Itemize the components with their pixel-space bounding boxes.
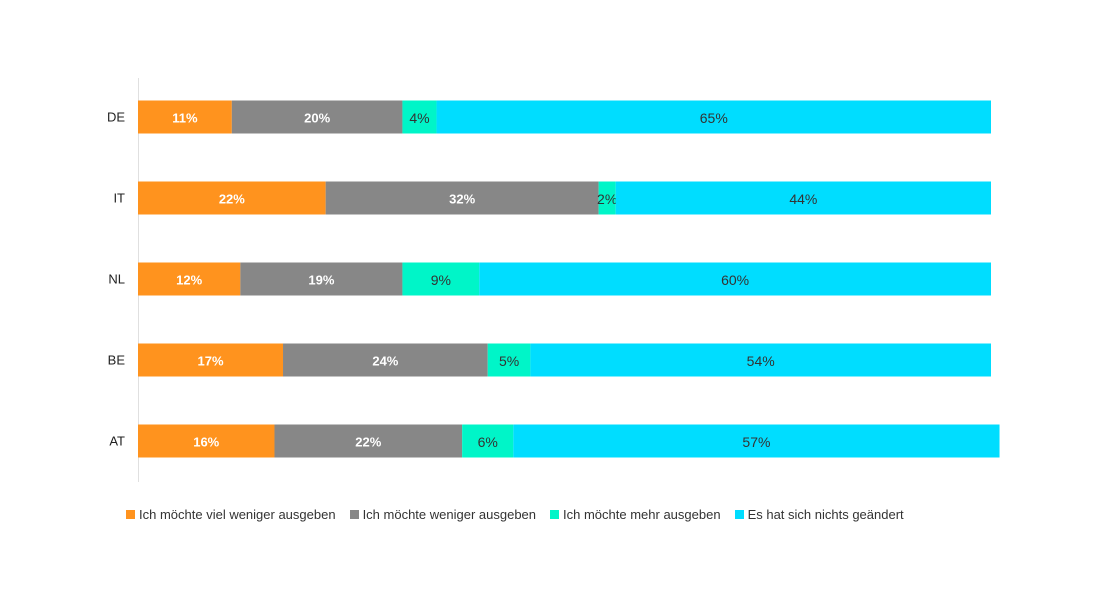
data-label-be-s4: 54%: [747, 353, 775, 369]
legend: Ich möchte viel weniger ausgeben Ich möch…: [126, 507, 918, 522]
legend-item-1: Ich möchte viel weniger ausgeben: [126, 507, 336, 522]
data-label-de-s2: 20%: [304, 111, 330, 126]
data-label-at-s4: 57%: [742, 434, 770, 450]
data-label-be-s2: 24%: [372, 354, 398, 369]
data-label-de-s1: 11%: [172, 111, 198, 126]
legend-swatch: [550, 510, 559, 519]
data-label-at-s3: 6%: [478, 434, 498, 450]
data-label-it-s1: 22%: [219, 192, 245, 207]
legend-swatch: [126, 510, 135, 519]
category-label-de: DE: [107, 110, 125, 125]
bars-group: 11% 20% 4% 65% 22% 32% 2% 44% 12% 19% 9% 60% 17% 24% 5…: [138, 101, 1000, 458]
data-label-nl-s1: 12%: [176, 273, 202, 288]
data-label-at-s2: 22%: [355, 435, 381, 450]
data-label-nl-s3: 9%: [431, 272, 451, 288]
legend-label: Es hat sich nichts geändert: [748, 507, 904, 522]
data-label-nl-s2: 19%: [308, 273, 334, 288]
legend-label: Ich möchte viel weniger ausgeben: [139, 507, 336, 522]
data-label-it-s2: 32%: [449, 192, 475, 207]
category-label-be: BE: [108, 353, 126, 368]
data-label-de-s3: 4%: [409, 110, 429, 126]
data-label-be-s1: 17%: [197, 354, 223, 369]
legend-item-2: Ich möchte weniger ausgeben: [350, 507, 536, 522]
data-label-it-s4: 44%: [789, 191, 817, 207]
data-label-it-s3: 2%: [597, 191, 617, 207]
legend-label: Ich möchte weniger ausgeben: [363, 507, 536, 522]
data-label-nl-s4: 60%: [721, 272, 749, 288]
legend-item-4: Es hat sich nichts geändert: [735, 507, 904, 522]
data-label-de-s4: 65%: [700, 110, 728, 126]
category-label-at: AT: [109, 434, 125, 449]
legend-swatch: [735, 510, 744, 519]
category-label-it: IT: [113, 191, 125, 206]
legend-label: Ich möchte mehr ausgeben: [563, 507, 721, 522]
category-label-nl: NL: [108, 272, 125, 287]
legend-swatch: [350, 510, 359, 519]
category-labels: DE IT NL BE AT: [107, 110, 125, 449]
data-label-be-s3: 5%: [499, 353, 519, 369]
legend-item-3: Ich möchte mehr ausgeben: [550, 507, 721, 522]
data-label-at-s1: 16%: [193, 435, 219, 450]
